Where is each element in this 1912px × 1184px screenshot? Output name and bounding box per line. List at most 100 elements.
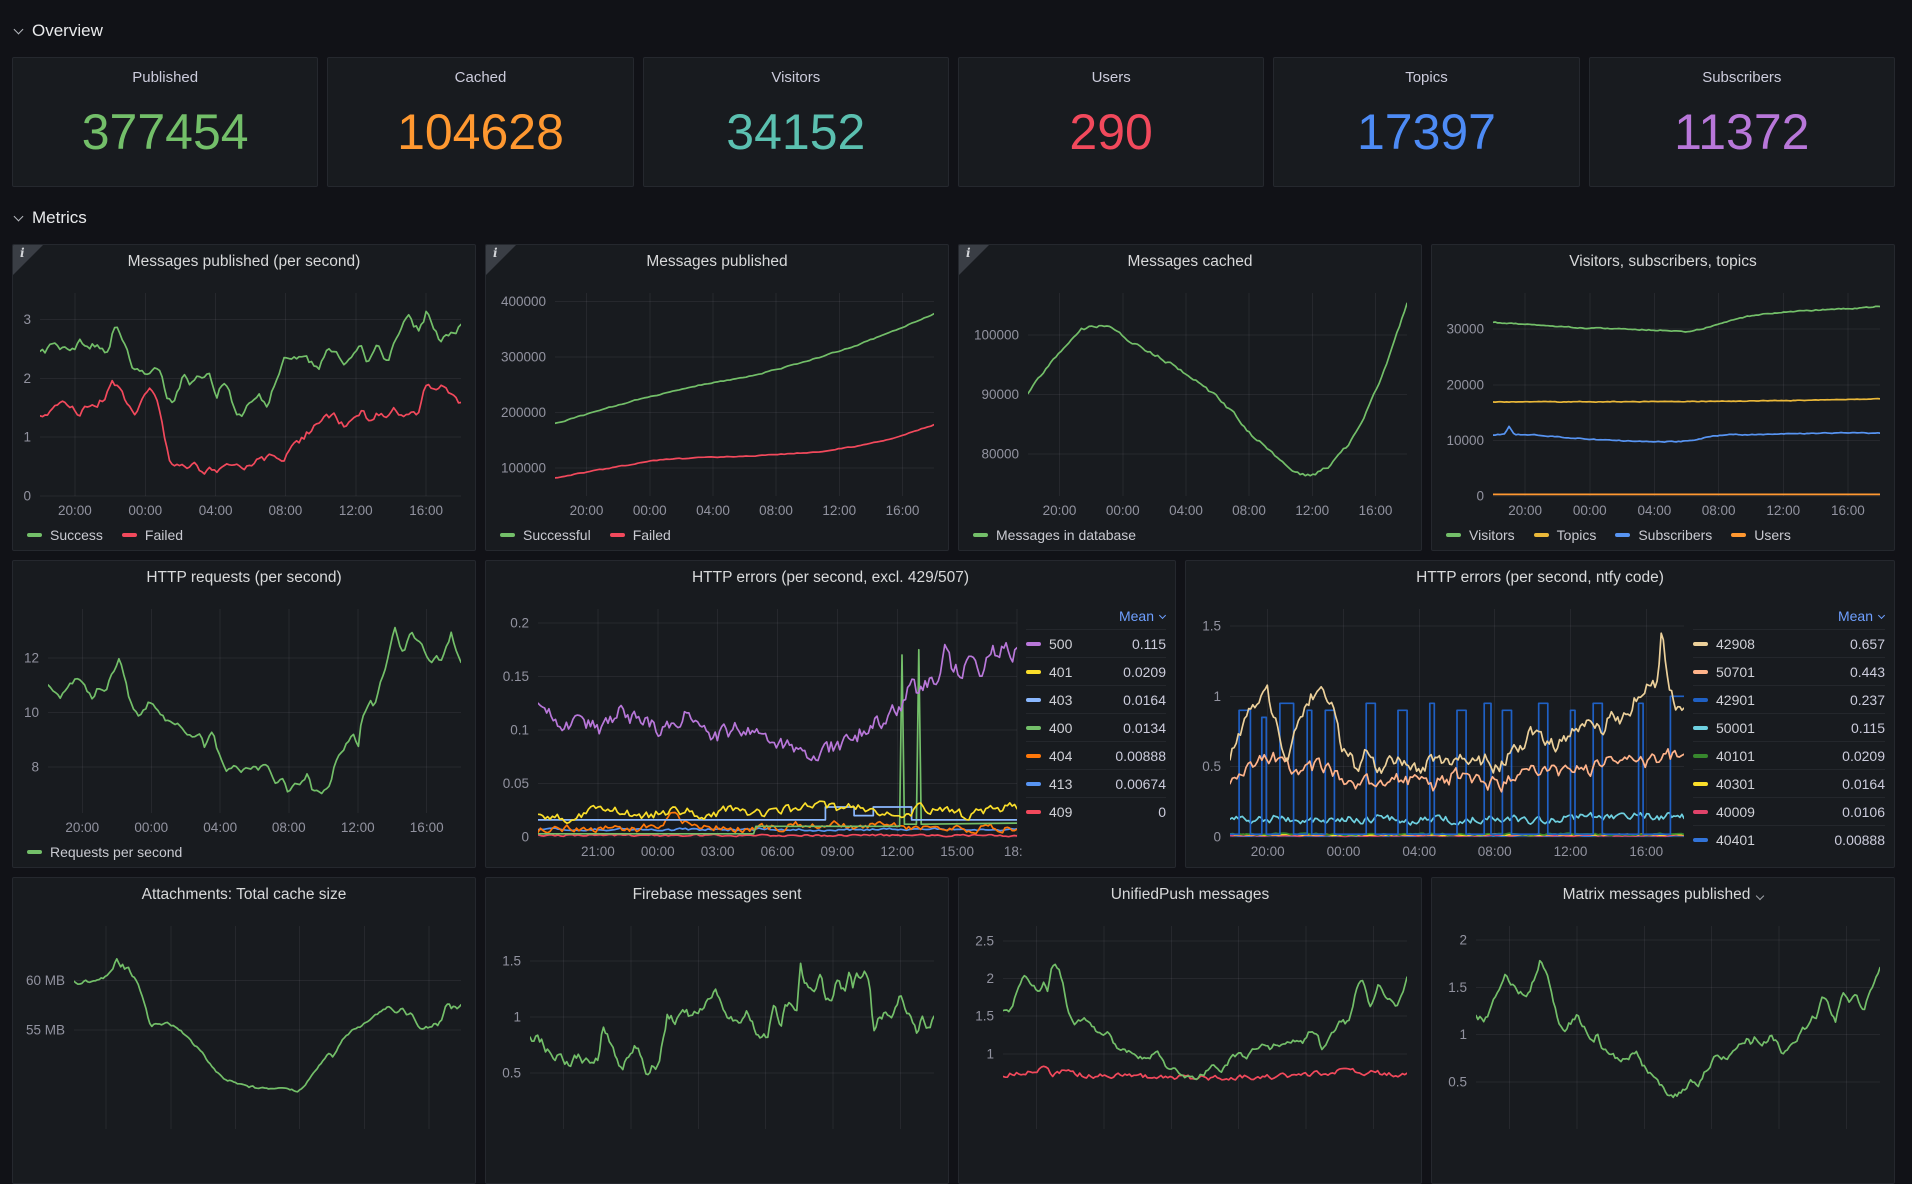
legend-mean-header[interactable]: Mean — [1026, 603, 1167, 629]
legend-item-failed[interactable]: Failed — [609, 527, 671, 543]
panel-title-http-errors-excl[interactable]: HTTP errors (per second, excl. 429/507) — [486, 561, 1175, 595]
panel-title-messages-published-rate[interactable]: Messages published (per second) — [13, 245, 475, 279]
chart-area-firebase-messages-sent[interactable]: 0.5 1 1.5 — [486, 912, 948, 1155]
legend-label: Subscribers — [1638, 527, 1713, 543]
legend-row-42901[interactable]: 42901 0.237 — [1693, 685, 1885, 713]
svg-text:12:00: 12:00 — [1766, 503, 1800, 518]
panel-title-firebase-messages-sent[interactable]: Firebase messages sent — [486, 878, 948, 912]
legend-item-visitors[interactable]: Visitors — [1446, 527, 1515, 543]
svg-text:8: 8 — [31, 759, 39, 774]
legend-row-404[interactable]: 404 0.00888 — [1026, 741, 1166, 769]
legend-mean-value: 0.00888 — [1834, 831, 1885, 848]
legend-row-40401[interactable]: 40401 0.00888 — [1693, 825, 1885, 853]
panel-title-matrix-messages-published[interactable]: Matrix messages published — [1432, 878, 1894, 912]
legend-row-40009[interactable]: 40009 0.0106 — [1693, 797, 1885, 825]
legend-row-400[interactable]: 400 0.0134 — [1026, 713, 1166, 741]
panel-info-icon[interactable] — [486, 245, 516, 275]
chart-area-attachments-cache-size[interactable]: 55 MB 60 MB — [13, 912, 475, 1155]
svg-text:00:00: 00:00 — [1106, 503, 1140, 518]
svg-text:08:00: 08:00 — [1702, 503, 1736, 518]
svg-text:0.2: 0.2 — [510, 615, 529, 630]
legend-item-topics[interactable]: Topics — [1533, 527, 1596, 543]
panel-title-text: Messages cached — [1127, 253, 1253, 270]
legend-row-50701[interactable]: 50701 0.443 — [1693, 657, 1885, 685]
panel-title-attachments-cache-size[interactable]: Attachments: Total cache size — [13, 878, 475, 912]
chart-area-http-requests[interactable]: 8 10 12 20:00 00:00 04:00 08:00 12:00 16:00 — [13, 595, 475, 839]
legend-swatch — [1533, 533, 1549, 537]
legend: Requests per second — [27, 844, 182, 860]
legend-row-42908[interactable]: 42908 0.657 — [1693, 629, 1885, 657]
panel-info-icon[interactable] — [13, 245, 43, 275]
legend-row-40101[interactable]: 40101 0.0209 — [1693, 741, 1885, 769]
panel-title-text: Attachments: Total cache size — [141, 886, 347, 903]
legend-row-500[interactable]: 500 0.115 — [1026, 629, 1166, 657]
legend-mean-header[interactable]: Mean — [1693, 603, 1886, 629]
chart-area-messages-cached[interactable]: 80000 90000 100000 20:00 00:00 04:00 08:00 12:0… — [959, 279, 1421, 522]
legend-swatch — [1693, 697, 1708, 702]
svg-text:00:00: 00:00 — [641, 844, 675, 859]
series-topics — [1493, 397, 1880, 404]
legend-label: Successful — [523, 527, 591, 543]
panel-title-http-errors-ntfy[interactable]: HTTP errors (per second, ntfy code) — [1186, 561, 1894, 595]
panel-title-unifiedpush-messages[interactable]: UnifiedPush messages — [959, 878, 1421, 912]
legend-row-50001[interactable]: 50001 0.115 — [1693, 713, 1885, 741]
svg-text:16:00: 16:00 — [409, 503, 443, 518]
svg-text:16:00: 16:00 — [410, 820, 444, 835]
legend-item-requests-per-second[interactable]: Requests per second — [27, 844, 182, 860]
legend-swatch — [1615, 533, 1631, 537]
legend-item-success[interactable]: Success — [27, 527, 103, 543]
chart-area-unifiedpush-messages[interactable]: 1 1.5 2 2.5 — [959, 912, 1421, 1155]
chart-area-http-errors-ntfy[interactable]: 0 0.5 1 1.5 20:00 00:00 04:00 08:00 12:00 16:00 — [1186, 595, 1690, 863]
chart-area-matrix-messages-published[interactable]: 0.5 1 1.5 2 — [1432, 912, 1894, 1155]
legend-swatch — [1693, 641, 1708, 646]
legend-row-40301[interactable]: 40301 0.0164 — [1693, 769, 1885, 797]
svg-text:00:00: 00:00 — [128, 503, 162, 518]
legend-label: Success — [50, 527, 103, 543]
legend-row-403[interactable]: 403 0.0164 — [1026, 685, 1166, 713]
chart-area-messages-published-total[interactable]: 100000 200000 300000 400000 20:00 00:00 04:00 0… — [486, 279, 948, 522]
chart-area-messages-published-rate[interactable]: 0 1 2 3 20:00 00:00 04:00 08:00 12:00 16:00 — [13, 279, 475, 522]
panel-title-http-requests[interactable]: HTTP requests (per second) — [13, 561, 475, 595]
legend-item-successful[interactable]: Successful — [500, 527, 591, 543]
svg-text:1: 1 — [986, 1046, 994, 1061]
legend-row-413[interactable]: 413 0.00674 — [1026, 769, 1166, 797]
svg-text:06:00: 06:00 — [761, 844, 795, 859]
svg-text:0: 0 — [1213, 830, 1221, 845]
svg-text:16:00: 16:00 — [1629, 844, 1663, 859]
svg-text:0.15: 0.15 — [503, 669, 529, 684]
section-header-overview[interactable]: Overview — [12, 14, 1895, 48]
panel-title-visitors-subscribers-topics[interactable]: Visitors, subscribers, topics — [1432, 245, 1894, 279]
chart-area-visitors-subscribers-topics[interactable]: 0 10000 20000 30000 20:00 00:00 04:00 08:00 12:0… — [1432, 279, 1894, 522]
svg-text:1.5: 1.5 — [975, 1009, 994, 1024]
svg-text:20:00: 20:00 — [58, 503, 92, 518]
legend-item-messages-in-database[interactable]: Messages in database — [973, 527, 1136, 543]
chart-area-http-errors-excl[interactable]: 0 0.05 0.1 0.15 0.2 21:00 00:00 03:00 06:00 09:00… — [486, 595, 1023, 863]
svg-text:0: 0 — [521, 830, 529, 845]
series-subscribers — [1493, 425, 1880, 443]
legend-item-subscribers[interactable]: Subscribers — [1615, 527, 1712, 543]
svg-text:16:00: 16:00 — [886, 503, 920, 518]
svg-text:200000: 200000 — [501, 405, 546, 420]
panel-info-icon[interactable] — [959, 245, 989, 275]
legend-item-failed[interactable]: Failed — [121, 527, 183, 543]
legend-mean-value: 0.0134 — [1123, 719, 1166, 736]
legend-label: Users — [1754, 527, 1791, 543]
stat-value: 290 — [1069, 104, 1153, 160]
legend-series-name: 40101 — [1716, 747, 1755, 764]
section-header-metrics[interactable]: Metrics — [12, 201, 1895, 235]
panel-title-messages-cached[interactable]: Messages cached — [959, 245, 1421, 279]
series-matrix-messages-published — [1476, 959, 1880, 1099]
legend-row-409[interactable]: 409 0 — [1026, 797, 1166, 825]
panel-title-messages-published-total[interactable]: Messages published — [486, 245, 948, 279]
legend-swatch — [609, 533, 625, 537]
svg-text:2: 2 — [986, 971, 994, 986]
legend-item-users[interactable]: Users — [1731, 527, 1791, 543]
stat-panel-users: Users 290 — [957, 57, 1265, 187]
series-failed — [555, 423, 934, 479]
legend-mean-value: 0.115 — [1132, 635, 1166, 652]
legend-swatch — [973, 533, 988, 537]
legend-row-401[interactable]: 401 0.0209 — [1026, 657, 1166, 685]
legend-mean-value: 0.237 — [1849, 691, 1885, 708]
svg-text:04:00: 04:00 — [1169, 503, 1203, 518]
legend: Successful Failed — [500, 527, 671, 543]
